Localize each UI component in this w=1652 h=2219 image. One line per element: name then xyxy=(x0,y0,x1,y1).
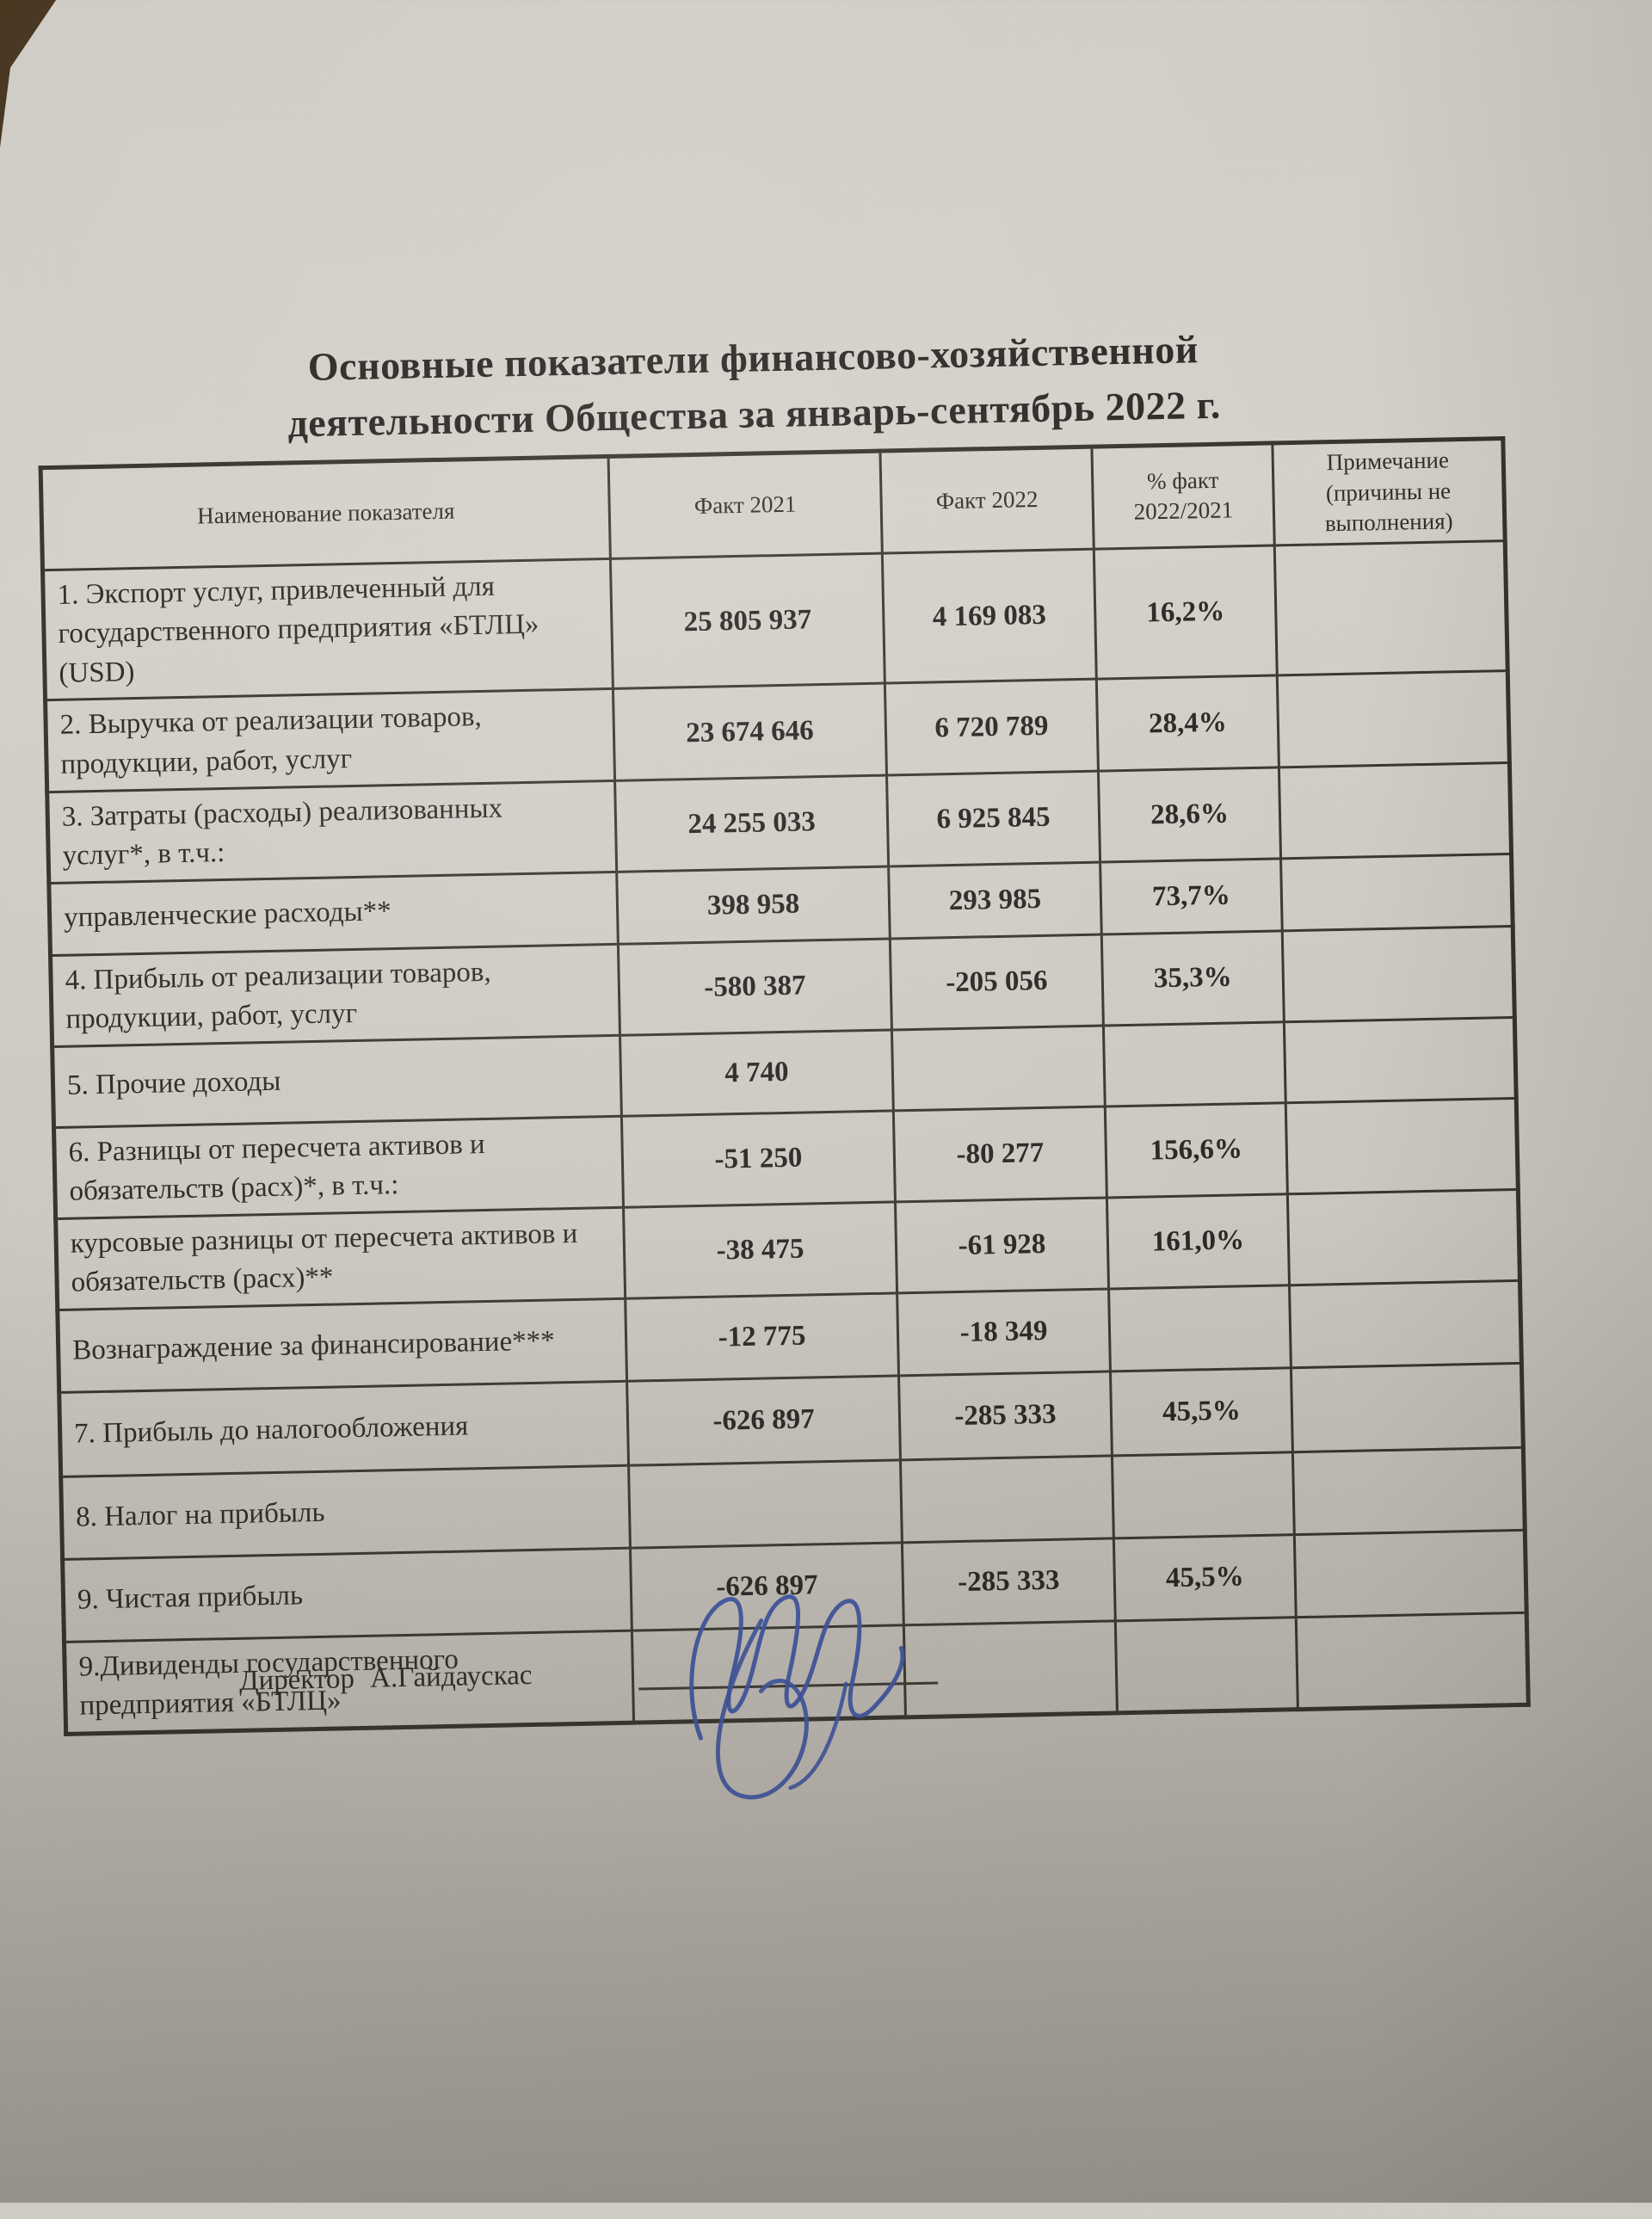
cell-percent: 35,3% xyxy=(1101,930,1285,1026)
cell-percent: 156,6% xyxy=(1105,1102,1288,1198)
cell-note xyxy=(1282,926,1515,1022)
cell-indicator-name: 5. Прочие доходы xyxy=(52,1034,622,1128)
cell-indicator-name: 2. Выручка от реализации товаров, продук… xyxy=(45,688,615,792)
cell-note xyxy=(1277,670,1510,767)
header-fact-2021: Факт 2021 xyxy=(608,451,883,559)
cell-indicator-name: 9. Чистая прибыль xyxy=(62,1547,632,1643)
cell-fact-2021: -580 387 xyxy=(618,938,892,1035)
cell-note xyxy=(1294,1530,1527,1618)
header-note: Примечание (причины не выполнения) xyxy=(1272,438,1506,546)
cell-fact-2021: 4 740 xyxy=(620,1029,894,1116)
cell-indicator-name: Вознаграждение за финансирование*** xyxy=(57,1298,627,1393)
cell-indicator-name: 6. Разницы от пересчета активов и обязат… xyxy=(53,1115,624,1219)
header-indicator-name: Наименование показателя xyxy=(40,456,611,570)
cell-percent xyxy=(1112,1452,1295,1538)
cell-percent: 73,7% xyxy=(1100,858,1283,934)
cell-indicator-name: 1. Экспорт услуг, привлеченный для госуд… xyxy=(42,558,613,701)
cell-fact-2022: 293 985 xyxy=(888,861,1102,939)
cell-fact-2022: -205 056 xyxy=(890,934,1104,1030)
cell-fact-2021: 25 805 937 xyxy=(610,552,885,689)
financial-indicators-table: Наименование показателя Факт 2021 Факт 2… xyxy=(38,436,1531,1736)
cell-fact-2022 xyxy=(891,1025,1106,1111)
cell-note xyxy=(1280,854,1513,931)
cell-fact-2022: 6 925 845 xyxy=(886,770,1100,866)
cell-fact-2022: -61 928 xyxy=(895,1197,1109,1293)
cell-percent xyxy=(1108,1285,1291,1371)
cell-percent: 45,5% xyxy=(1113,1534,1297,1621)
cell-fact-2021: 24 255 033 xyxy=(614,774,889,872)
cell-fact-2021: 23 674 646 xyxy=(613,683,887,780)
cell-note xyxy=(1279,762,1512,859)
cell-fact-2022: -285 333 xyxy=(898,1371,1113,1460)
cell-fact-2022: 6 720 789 xyxy=(885,679,1099,775)
cell-indicator-name: 8. Налог на прибыль xyxy=(60,1464,631,1560)
signatory-label: Директор А.Гайдаускас xyxy=(238,1660,533,1697)
cell-percent: 16,2% xyxy=(1094,545,1278,680)
cell-indicator-name: 3. Затраты (расходы) реализованных услуг… xyxy=(46,780,617,884)
cell-percent: 45,5% xyxy=(1110,1367,1293,1456)
cell-note xyxy=(1291,1363,1524,1452)
cell-fact-2021: -12 775 xyxy=(625,1292,899,1382)
page-title: Основные показатели финансово-хозяйствен… xyxy=(47,316,1460,457)
header-percent: % факт 2022/2021 xyxy=(1091,442,1275,550)
cell-percent xyxy=(1103,1021,1286,1106)
cell-fact-2022: -18 349 xyxy=(897,1288,1111,1376)
cell-fact-2021: 398 958 xyxy=(616,866,891,944)
cell-indicator-name: управленческие расходы** xyxy=(48,871,619,956)
cell-note xyxy=(1289,1280,1522,1368)
cell-note xyxy=(1287,1189,1520,1285)
cell-note xyxy=(1296,1612,1529,1710)
cell-percent: 28,4% xyxy=(1096,675,1279,771)
cell-indicator-name: 7. Прибыль до налогообложения xyxy=(59,1381,629,1477)
cell-percent: 28,6% xyxy=(1098,767,1281,862)
cell-percent xyxy=(1115,1617,1298,1713)
cell-fact-2022 xyxy=(900,1455,1114,1543)
cell-fact-2021 xyxy=(628,1459,903,1548)
cell-fact-2021: -626 897 xyxy=(626,1375,901,1465)
cell-note xyxy=(1292,1447,1526,1535)
cell-note xyxy=(1285,1098,1519,1194)
cell-fact-2021: -51 250 xyxy=(621,1110,896,1207)
header-fact-2022: Факт 2022 xyxy=(879,447,1094,553)
cell-note xyxy=(1284,1017,1517,1103)
cell-percent: 161,0% xyxy=(1106,1193,1290,1289)
cell-fact-2021: -38 475 xyxy=(623,1201,897,1299)
signature-ink-icon xyxy=(689,1594,905,1800)
cell-indicator-name: 4. Прибыль от реализации товаров, продук… xyxy=(50,943,620,1047)
cell-fact-2022: -80 277 xyxy=(893,1106,1107,1202)
table-body: 1. Экспорт услуг, привлеченный для госуд… xyxy=(42,540,1529,1735)
cell-indicator-name: курсовые разницы от пересчета активов и … xyxy=(55,1206,626,1310)
cell-fact-2022: 4 169 083 xyxy=(882,549,1097,684)
cell-note xyxy=(1274,540,1508,676)
